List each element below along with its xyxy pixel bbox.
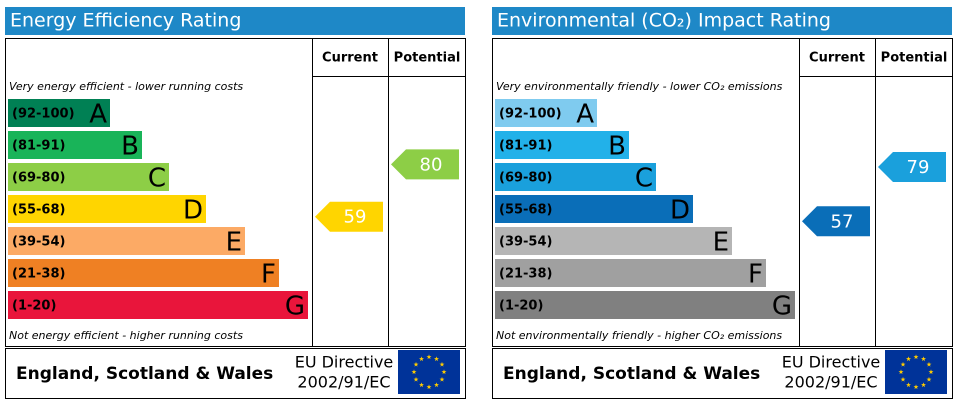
- eu-star: [413, 361, 419, 367]
- footer-box: [492, 348, 953, 399]
- band-letter: C: [148, 164, 166, 194]
- top-note: Very environmentally friendly - lower CO…: [496, 80, 783, 93]
- eu-star: [900, 361, 906, 367]
- rating-arrow: [802, 206, 870, 237]
- rating-band: [495, 99, 597, 127]
- rating-band: [8, 195, 206, 223]
- band-letter: E: [713, 228, 729, 258]
- rating-band: [495, 259, 766, 287]
- eu-star: [926, 361, 932, 367]
- band-letter: B: [121, 132, 139, 162]
- eu-star: [419, 382, 424, 388]
- rating-arrow: [878, 152, 946, 182]
- eu-star: [439, 376, 445, 382]
- rating-band: [495, 195, 693, 223]
- eu-star: [921, 356, 926, 362]
- rating-value: 79: [907, 157, 930, 178]
- band-range: (69-80): [12, 171, 65, 186]
- rating-arrow: [315, 201, 383, 232]
- band-letter: A: [89, 100, 107, 130]
- rating-value: 57: [831, 211, 854, 232]
- panel-title: Energy Efficiency Rating: [10, 10, 241, 32]
- eu-star: [426, 354, 432, 360]
- band-range: (92-100): [12, 107, 75, 122]
- band-range: (1-20): [499, 299, 543, 314]
- column-header: Current: [809, 51, 865, 66]
- eu-star: [913, 384, 919, 390]
- rating-arrow: [391, 149, 459, 180]
- eu-star: [913, 354, 919, 360]
- rating-band: [8, 99, 110, 127]
- band-letter: A: [576, 100, 594, 130]
- rating-band: [8, 163, 169, 191]
- band-range: (1-20): [12, 299, 56, 314]
- rating-band: [495, 131, 629, 159]
- eu-star: [411, 369, 417, 375]
- band-range: (55-68): [499, 203, 552, 218]
- rating-band: [495, 291, 795, 319]
- band-letter: E: [226, 228, 242, 258]
- rating-band: [495, 227, 732, 255]
- eu-star: [413, 376, 419, 382]
- eu-star: [898, 369, 904, 375]
- band-letter: B: [608, 132, 626, 162]
- band-letter: D: [670, 196, 690, 226]
- eu-star: [906, 356, 911, 362]
- eu-star: [434, 356, 439, 362]
- footer-directive: EU Directive: [782, 353, 881, 372]
- footer-directive-code: 2002/91/EC: [784, 373, 877, 392]
- band-letter: G: [772, 292, 792, 322]
- band-range: (55-68): [12, 203, 65, 218]
- panel-title: Environmental (CO₂) Impact Rating: [497, 10, 831, 32]
- footer-box: [5, 348, 466, 399]
- column-header: Potential: [394, 51, 461, 66]
- footer-directive-code: 2002/91/EC: [297, 373, 390, 392]
- eu-star: [928, 369, 934, 375]
- band-range: (21-38): [12, 267, 65, 282]
- bottom-note: Not energy efficient - higher running co…: [9, 329, 243, 342]
- column-header: Current: [322, 51, 378, 66]
- rating-band: [8, 291, 308, 319]
- rating-band: [8, 227, 245, 255]
- title-bar: [5, 7, 465, 35]
- rating-value: 80: [420, 154, 443, 175]
- eu-star: [419, 356, 424, 362]
- eu-star: [439, 361, 445, 367]
- band-letter: D: [183, 196, 203, 226]
- eu-star: [900, 376, 906, 382]
- band-letter: F: [261, 260, 276, 290]
- rating-band: [8, 259, 279, 287]
- band-range: (81-91): [499, 139, 552, 154]
- band-letter: C: [635, 164, 653, 194]
- band-range: (81-91): [12, 139, 65, 154]
- band-range: (92-100): [499, 107, 562, 122]
- rating-box: [5, 38, 466, 347]
- eu-star: [434, 382, 439, 388]
- column-header: Potential: [881, 51, 948, 66]
- band-range: (21-38): [499, 267, 552, 282]
- band-range: (69-80): [499, 171, 552, 186]
- eu-star: [921, 382, 926, 388]
- footer-region: England, Scotland & Wales: [503, 364, 760, 384]
- rating-band: [495, 163, 656, 191]
- rating-band: [8, 131, 142, 159]
- top-note: Very energy efficient - lower running co…: [9, 80, 243, 93]
- band-range: (39-54): [12, 235, 65, 250]
- bottom-note: Not environmentally friendly - higher CO…: [496, 329, 782, 342]
- eu-star: [906, 382, 911, 388]
- footer-region: England, Scotland & Wales: [16, 364, 273, 384]
- band-range: (39-54): [499, 235, 552, 250]
- title-bar: [492, 7, 952, 35]
- eu-star: [426, 384, 432, 390]
- rating-value: 59: [344, 207, 367, 228]
- rating-box: [492, 38, 953, 347]
- footer-directive: EU Directive: [295, 353, 394, 372]
- band-letter: F: [748, 260, 763, 290]
- band-letter: G: [285, 292, 305, 322]
- eu-star: [926, 376, 932, 382]
- eu-star: [441, 369, 447, 375]
